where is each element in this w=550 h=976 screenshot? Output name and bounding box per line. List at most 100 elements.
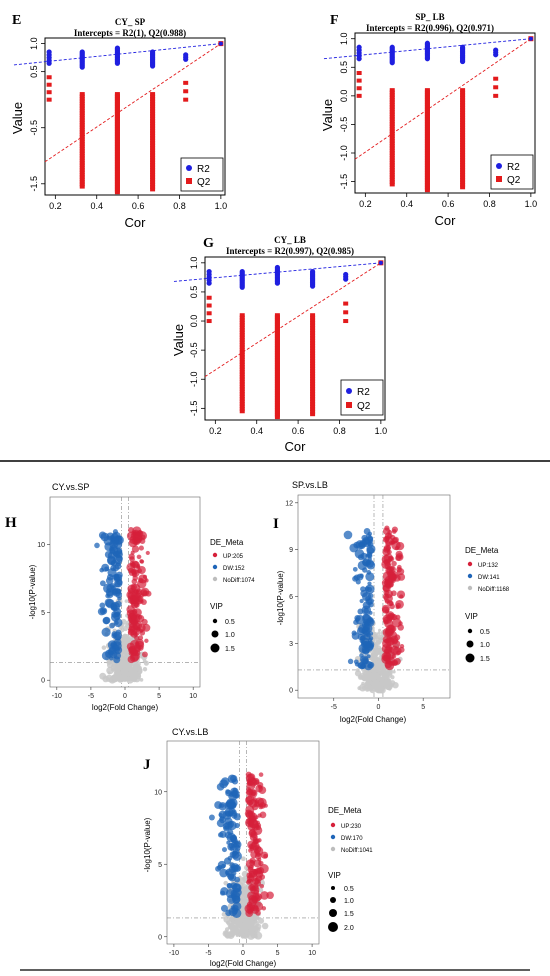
r2-point — [239, 268, 245, 275]
legend-q2-marker — [496, 176, 502, 182]
q2-point — [150, 160, 156, 165]
up-point — [132, 593, 141, 602]
up-point — [249, 846, 255, 852]
q2-point — [79, 108, 85, 113]
up-point — [144, 638, 149, 643]
q2-point — [150, 145, 156, 150]
q2-point — [79, 113, 85, 118]
q2-point — [150, 138, 156, 143]
q2-point — [79, 134, 85, 139]
q2-point — [389, 167, 395, 172]
q2-point — [150, 162, 156, 167]
nodiff-point — [106, 662, 114, 669]
legend-q2-marker — [346, 402, 352, 408]
down-point — [115, 588, 122, 595]
nodiff-point — [223, 880, 229, 886]
q2-point — [389, 114, 395, 119]
q2-point — [310, 404, 316, 409]
legend-dw-marker — [330, 834, 336, 840]
q2-point — [310, 333, 316, 338]
nodiff-point — [261, 922, 269, 930]
q2-point — [150, 131, 156, 136]
q2-point — [356, 78, 362, 83]
panel-label: E — [12, 13, 21, 28]
q2-point — [79, 94, 85, 99]
y-tick-label: 10 — [37, 542, 45, 549]
down-point — [111, 611, 118, 618]
legend-box — [490, 154, 534, 190]
q2-point — [239, 389, 245, 394]
nodiff-point — [105, 674, 113, 683]
y-tick-label: -0.5 — [29, 120, 39, 136]
legend-title: DE_Meta — [328, 806, 362, 815]
q2-point — [150, 126, 156, 131]
q2-point — [310, 361, 316, 366]
q2-point — [239, 396, 245, 401]
x-tick-label: 1.0 — [525, 199, 538, 209]
down-point — [225, 909, 232, 917]
q2-point — [79, 170, 85, 175]
down-point — [217, 832, 224, 838]
plot-subtitle: Intercepts = R2(0.997), Q2(0.985) — [226, 246, 354, 256]
down-point — [215, 865, 221, 872]
x-ticks: -5 0 5 — [331, 698, 425, 711]
nodiff-point — [244, 919, 251, 926]
q2-point — [310, 343, 316, 348]
nodiff-point — [142, 667, 148, 672]
vip-marker — [465, 653, 475, 663]
nodiff-point — [114, 668, 119, 672]
nodiff-point — [123, 635, 131, 644]
volcano-plot-I: SP.vs.LB I -5 0 5 0 3 6 9 12 -log10(P-value) l… — [273, 480, 510, 724]
up-point — [263, 853, 268, 859]
legend-r2-label: R2 — [507, 162, 520, 173]
y-tick-label: -1.0 — [189, 371, 199, 387]
q2-point — [150, 155, 156, 160]
x-ticks: -10 -5 0 5 10 — [169, 944, 316, 957]
q2-point — [460, 150, 466, 155]
q2-point — [150, 172, 156, 177]
down-point — [94, 542, 100, 549]
q2-point — [389, 129, 395, 134]
q2-point — [239, 399, 245, 404]
q2-point — [460, 162, 466, 167]
q2-point — [343, 310, 349, 315]
plot-frame — [354, 32, 536, 194]
up-point — [255, 849, 260, 855]
y-tick-label: 12 — [285, 500, 293, 507]
q2-point — [343, 301, 349, 306]
nodiff-point — [364, 683, 372, 691]
down-point — [357, 633, 365, 641]
nodiff-point — [124, 599, 129, 603]
q2-point — [79, 179, 85, 184]
x-ticks: 0.2 0.4 0.6 0.8 1.0 — [209, 420, 387, 436]
q2-point — [239, 350, 245, 355]
nodiff-point — [355, 668, 360, 672]
q2-point — [239, 357, 245, 362]
nodiff-point — [133, 663, 140, 670]
q2-point — [79, 144, 85, 149]
q2-point — [460, 157, 466, 162]
q2-point — [206, 311, 212, 316]
down-point — [357, 662, 364, 669]
up-point — [387, 529, 393, 535]
q2-point — [239, 325, 245, 330]
nodiff-point — [374, 660, 383, 668]
y-axis-label: -log10(P-value) — [276, 570, 285, 625]
y-tick-label: 1.0 — [29, 37, 39, 50]
q2-point — [239, 404, 245, 409]
x-tick-label: 10 — [189, 693, 197, 700]
q2-point — [460, 108, 466, 113]
q2-point — [460, 155, 466, 160]
q2-point — [460, 170, 466, 175]
nodiff-point — [361, 681, 365, 686]
vip-marker — [212, 618, 218, 624]
down-point — [367, 661, 375, 669]
q2-point — [239, 318, 245, 323]
up-point — [384, 609, 389, 614]
nodiff-point — [374, 673, 380, 679]
q2-point — [239, 401, 245, 406]
down-point — [98, 531, 107, 539]
up-point — [127, 584, 136, 593]
q2-regression-line — [44, 43, 222, 163]
legend-q2-marker — [186, 178, 192, 184]
